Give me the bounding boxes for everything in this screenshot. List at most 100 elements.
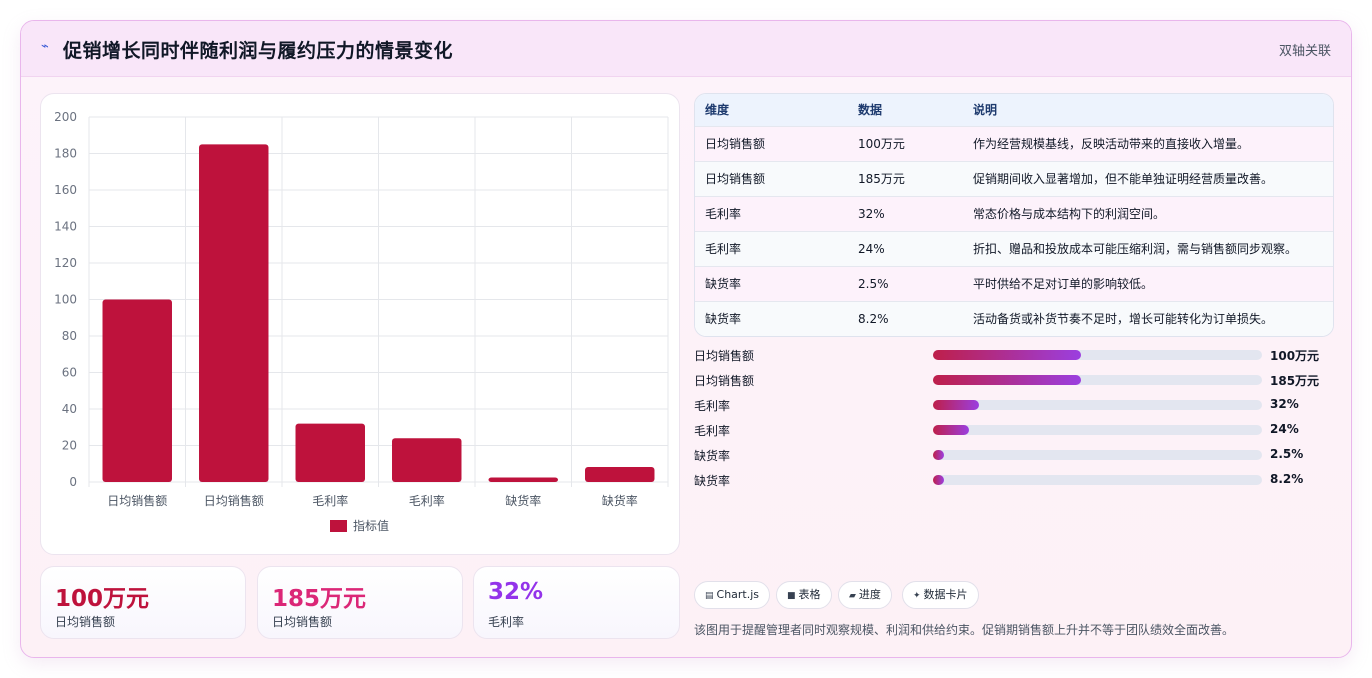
progress-label: 缺货率 bbox=[694, 449, 731, 463]
legend-swatch bbox=[330, 520, 347, 532]
table-cell: 活动备货或补货节奏不足时，增长可能转化为订单损失。 bbox=[973, 312, 1274, 326]
stat-card-sales-promo: 185万元 日均销售额 bbox=[257, 566, 463, 639]
progress-value: 185万元 bbox=[1270, 374, 1320, 388]
table-cell: 毛利率 bbox=[705, 242, 742, 256]
table-row: 日均销售额 100万元 作为经营规模基线，反映活动带来的直接收入增量。 bbox=[695, 127, 1333, 162]
progress-fill bbox=[933, 425, 970, 435]
card-header: ⌁ 促销增长同时伴随利润与履约压力的情景变化 双轴关联 bbox=[21, 21, 1351, 77]
progress-label: 日均销售额 bbox=[694, 349, 755, 363]
chip-label: 数据卡片 bbox=[923, 588, 968, 601]
progress-value: 2.5% bbox=[1270, 447, 1304, 461]
chip-label: Chart.js bbox=[716, 588, 760, 601]
column-header: 数据 bbox=[858, 103, 883, 117]
y-tick-label: 200 bbox=[54, 110, 77, 124]
table-header-row: 维度 数据 说明 bbox=[695, 94, 1333, 127]
stat-value: 100万元 bbox=[55, 586, 150, 612]
y-tick-label: 160 bbox=[54, 183, 77, 197]
bar bbox=[392, 438, 462, 482]
stat-label: 毛利率 bbox=[488, 615, 525, 629]
stat-card-margin: 32% 毛利率 bbox=[473, 566, 680, 639]
progress-fill bbox=[933, 475, 945, 485]
y-tick-label: 140 bbox=[54, 220, 77, 234]
progress-row: 毛利率 24% bbox=[694, 420, 1334, 440]
chart-icon: ▤ bbox=[705, 591, 714, 601]
progress-label: 毛利率 bbox=[694, 424, 731, 438]
y-tick-label: 100 bbox=[54, 293, 77, 307]
table-cell: 缺货率 bbox=[705, 277, 742, 291]
stat-value: 32% bbox=[488, 579, 544, 605]
table-cell: 24% bbox=[858, 242, 885, 256]
table-cell: 缺货率 bbox=[705, 312, 742, 326]
chip-data-cards[interactable]: ✦ 数据卡片 bbox=[902, 581, 979, 609]
progress-value: 100万元 bbox=[1270, 349, 1320, 363]
table-cell: 平时供给不足对订单的影响较低。 bbox=[973, 277, 1154, 291]
progress-track bbox=[933, 425, 1262, 435]
x-tick-label: 缺货率 bbox=[505, 493, 541, 508]
stat-card-sales-base: 100万元 日均销售额 bbox=[40, 566, 246, 639]
table-row: 缺货率 8.2% 活动备货或补货节奏不足时，增长可能转化为订单损失。 bbox=[695, 302, 1333, 336]
chip-progress[interactable]: ▰ 进度 bbox=[838, 581, 892, 609]
y-tick-label: 60 bbox=[62, 366, 77, 380]
x-tick-label: 毛利率 bbox=[312, 493, 348, 508]
table-cell: 促销期间收入显著增加，但不能单独证明经营质量改善。 bbox=[973, 172, 1274, 186]
progress-value: 8.2% bbox=[1270, 472, 1304, 486]
progress-label: 日均销售额 bbox=[694, 374, 755, 388]
stat-label: 日均销售额 bbox=[55, 615, 116, 629]
table-cell: 8.2% bbox=[858, 312, 889, 326]
chip-label: 表格 bbox=[798, 588, 821, 601]
data-table: 维度 数据 说明 日均销售额 100万元 作为经营规模基线，反映活动带来的直接收… bbox=[694, 93, 1334, 337]
table-cell: 185万元 bbox=[858, 172, 905, 186]
bar bbox=[585, 467, 655, 482]
progress-track bbox=[933, 375, 1262, 385]
progress-row: 日均销售额 185万元 bbox=[694, 370, 1334, 390]
chip-table[interactable]: ■ 表格 bbox=[776, 581, 832, 609]
progress-track bbox=[933, 450, 1262, 460]
bar bbox=[488, 477, 558, 482]
chip-chartjs[interactable]: ▤ Chart.js bbox=[694, 581, 771, 609]
footnote: 该图用于提醒管理者同时观察规模、利润和供给约束。促销期销售额上升并不等于团队绩效… bbox=[694, 623, 1235, 637]
progress-list: 日均销售额 100万元 日均销售额 185万元 毛利率 32% 毛利率 24% … bbox=[694, 344, 1334, 504]
y-tick-label: 80 bbox=[62, 329, 77, 343]
table-row: 毛利率 24% 折扣、赠品和投放成本可能压缩利润，需与销售额同步观察。 bbox=[695, 232, 1333, 267]
column-header: 说明 bbox=[973, 103, 998, 117]
progress-row: 缺货率 8.2% bbox=[694, 470, 1334, 490]
progress-track bbox=[933, 475, 1262, 485]
table-icon: ■ bbox=[787, 591, 796, 601]
legend-label: 指标值 bbox=[353, 518, 389, 533]
dashboard-card: ⌁ 促销增长同时伴随利润与履约压力的情景变化 双轴关联 0 20 40 60 80 100… bbox=[20, 20, 1352, 658]
column-header: 维度 bbox=[705, 103, 730, 117]
table-cell: 常态价格与成本结构下的利润空间。 bbox=[973, 207, 1166, 221]
progress-fill bbox=[933, 375, 1082, 385]
table-cell: 2.5% bbox=[858, 277, 889, 291]
progress-fill bbox=[933, 350, 1082, 360]
progress-value: 32% bbox=[1270, 397, 1299, 411]
progress-row: 日均销售额 100万元 bbox=[694, 345, 1334, 365]
dual-axis-tag: 双轴关联 bbox=[1278, 44, 1331, 59]
x-tick-label: 日均销售额 bbox=[204, 493, 264, 508]
y-tick-label: 40 bbox=[62, 402, 77, 416]
x-tick-label: 毛利率 bbox=[409, 493, 445, 508]
progress-row: 毛利率 32% bbox=[694, 395, 1334, 415]
trend-line-icon: ⌁ bbox=[41, 39, 49, 54]
chip-label: 进度 bbox=[858, 588, 881, 601]
table-row: 日均销售额 185万元 促销期间收入显著增加，但不能单独证明经营质量改善。 bbox=[695, 162, 1333, 197]
table-cell: 毛利率 bbox=[705, 207, 742, 221]
x-tick-label: 日均销售额 bbox=[107, 493, 167, 508]
progress-label: 毛利率 bbox=[694, 399, 731, 413]
page-title: 促销增长同时伴随利润与履约压力的情景变化 bbox=[63, 40, 454, 62]
progress-value: 24% bbox=[1270, 422, 1299, 436]
table-row: 缺货率 2.5% 平时供给不足对订单的影响较低。 bbox=[695, 267, 1333, 302]
y-tick-label: 20 bbox=[62, 439, 77, 453]
table-cell: 100万元 bbox=[858, 137, 905, 151]
bar bbox=[199, 144, 269, 482]
bar bbox=[295, 423, 365, 482]
progress-track bbox=[933, 400, 1262, 410]
progress-label: 缺货率 bbox=[694, 474, 731, 488]
stat-value: 185万元 bbox=[272, 586, 367, 612]
progress-track bbox=[933, 350, 1262, 360]
table-cell: 日均销售额 bbox=[705, 172, 766, 186]
table-cell: 折扣、赠品和投放成本可能压缩利润，需与销售额同步观察。 bbox=[973, 242, 1298, 256]
stat-label: 日均销售额 bbox=[272, 615, 333, 629]
y-tick-label: 0 bbox=[69, 475, 77, 489]
progress-icon: ▰ bbox=[849, 591, 856, 601]
